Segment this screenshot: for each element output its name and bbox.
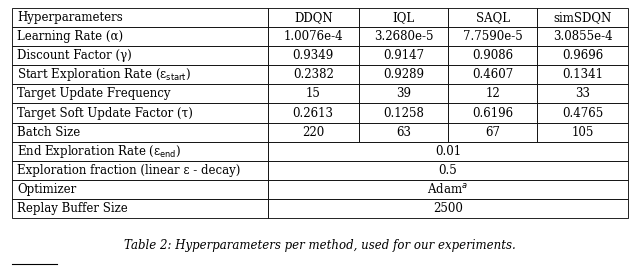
Text: 3.0855e-4: 3.0855e-4 (553, 30, 612, 43)
Bar (268, 65, 359, 84)
Text: 0.9086: 0.9086 (472, 49, 513, 62)
Text: 39: 39 (396, 88, 411, 100)
Text: 33: 33 (575, 88, 590, 100)
Text: Exploration fraction (linear ε - decay): Exploration fraction (linear ε - decay) (17, 164, 241, 177)
Bar (268, 46, 359, 65)
Bar (268, 27, 359, 46)
Bar (359, 8, 448, 27)
Bar (12, 8, 268, 27)
Bar (448, 46, 538, 65)
Text: 0.9289: 0.9289 (383, 68, 424, 81)
Bar (359, 46, 448, 65)
Bar (268, 103, 359, 122)
Text: 63: 63 (396, 125, 411, 138)
Bar (268, 161, 628, 180)
Text: 0.9696: 0.9696 (562, 49, 604, 62)
Text: 105: 105 (572, 125, 594, 138)
Bar (359, 103, 448, 122)
Text: Adam$^a$: Adam$^a$ (428, 182, 468, 196)
Bar (268, 122, 359, 142)
Bar (12, 142, 268, 161)
Text: 0.6196: 0.6196 (472, 106, 513, 119)
Text: 0.1258: 0.1258 (383, 106, 424, 119)
Text: 0.4765: 0.4765 (562, 106, 604, 119)
Bar (12, 84, 268, 103)
Text: SAQL: SAQL (476, 11, 510, 24)
Bar (268, 142, 628, 161)
Bar (12, 46, 268, 65)
Text: Table 2: Hyperparameters per method, used for our experiments.: Table 2: Hyperparameters per method, use… (124, 240, 516, 253)
Bar (12, 199, 268, 218)
Bar (12, 180, 268, 199)
Text: Replay Buffer Size: Replay Buffer Size (17, 202, 128, 215)
Text: simSDQN: simSDQN (554, 11, 612, 24)
Bar (12, 65, 268, 84)
Text: Learning Rate (α): Learning Rate (α) (17, 30, 123, 43)
Text: 12: 12 (485, 88, 500, 100)
Text: 1.0076e-4: 1.0076e-4 (284, 30, 343, 43)
Bar (448, 84, 538, 103)
Text: Target Soft Update Factor (τ): Target Soft Update Factor (τ) (17, 106, 193, 119)
Bar (268, 8, 359, 27)
Bar (268, 180, 628, 199)
Bar (359, 84, 448, 103)
Bar (538, 122, 628, 142)
Bar (448, 103, 538, 122)
Bar (12, 122, 268, 142)
Text: 0.01: 0.01 (435, 145, 461, 158)
Bar (359, 27, 448, 46)
Bar (12, 27, 268, 46)
Text: 0.5: 0.5 (438, 164, 457, 177)
Text: 220: 220 (302, 125, 324, 138)
Bar (12, 161, 268, 180)
Text: 7.7590e-5: 7.7590e-5 (463, 30, 523, 43)
Text: 3.2680e-5: 3.2680e-5 (374, 30, 433, 43)
Text: 0.2613: 0.2613 (292, 106, 333, 119)
Text: 0.4607: 0.4607 (472, 68, 513, 81)
Text: DDQN: DDQN (294, 11, 333, 24)
Bar (448, 122, 538, 142)
Bar (448, 65, 538, 84)
Text: Batch Size: Batch Size (17, 125, 80, 138)
Text: Hyperparameters: Hyperparameters (17, 11, 123, 24)
Text: IQL: IQL (392, 11, 415, 24)
Text: 0.2382: 0.2382 (292, 68, 333, 81)
Bar (538, 65, 628, 84)
Bar (538, 103, 628, 122)
Bar (359, 122, 448, 142)
Text: 67: 67 (485, 125, 500, 138)
Bar (359, 65, 448, 84)
Bar (448, 27, 538, 46)
Text: Start Exploration Rate (ε$_\mathrm{start}$): Start Exploration Rate (ε$_\mathrm{start… (17, 66, 191, 83)
Text: Optimizer: Optimizer (17, 183, 76, 196)
Text: Target Update Frequency: Target Update Frequency (17, 88, 170, 100)
Bar (268, 84, 359, 103)
Text: Discount Factor (γ): Discount Factor (γ) (17, 49, 132, 62)
Bar (538, 27, 628, 46)
Bar (538, 84, 628, 103)
Bar (448, 8, 538, 27)
Text: 0.9147: 0.9147 (383, 49, 424, 62)
Text: 0.9349: 0.9349 (292, 49, 334, 62)
Bar (12, 103, 268, 122)
Text: End Exploration Rate (ε$_\mathrm{end}$): End Exploration Rate (ε$_\mathrm{end}$) (17, 143, 181, 160)
Bar (268, 199, 628, 218)
Text: 15: 15 (306, 88, 321, 100)
Bar (538, 46, 628, 65)
Text: 0.1341: 0.1341 (562, 68, 604, 81)
Text: 2500: 2500 (433, 202, 463, 215)
Bar (538, 8, 628, 27)
